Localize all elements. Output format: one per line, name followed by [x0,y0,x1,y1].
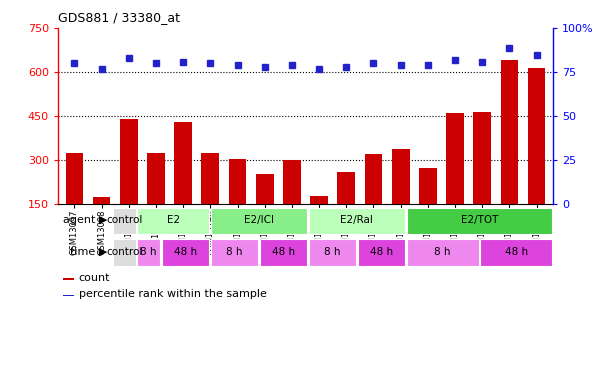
Bar [446,113,464,249]
Bar [337,172,355,249]
Bar [357,239,405,266]
Text: time ▶: time ▶ [70,247,108,257]
Bar [63,295,74,296]
Bar [256,174,274,249]
Bar [174,122,192,249]
Bar [137,208,209,234]
Text: 48 h: 48 h [370,247,393,257]
Bar [310,196,328,249]
Text: E2: E2 [167,215,180,225]
Bar [407,239,478,266]
Text: GDS881 / 33380_at: GDS881 / 33380_at [58,11,180,24]
Text: E2/ICI: E2/ICI [244,215,274,225]
Bar [211,208,307,234]
Text: E2/Ral: E2/Ral [340,215,373,225]
Text: percentile rank within the sample: percentile rank within the sample [79,290,267,299]
Bar [93,197,111,249]
Bar [407,208,552,234]
Bar [112,208,136,234]
Text: control: control [106,215,142,225]
Bar [365,154,382,249]
Bar [392,148,409,249]
Bar [202,153,219,249]
Text: 48 h: 48 h [174,247,197,257]
Bar [137,239,160,266]
Bar [500,60,518,249]
Bar [147,153,165,249]
Bar [480,239,552,266]
Bar [528,68,546,249]
Bar [309,239,356,266]
Text: 8 h: 8 h [141,247,157,257]
Bar [120,119,137,249]
Bar [63,279,74,280]
Bar [161,239,209,266]
Bar [309,208,405,234]
Bar [474,112,491,249]
Text: count: count [79,273,111,283]
Text: E2/TOT: E2/TOT [461,215,498,225]
Text: 8 h: 8 h [324,247,341,257]
Bar [419,168,437,249]
Bar [112,239,136,266]
Bar [65,153,83,249]
Text: 8 h: 8 h [226,247,243,257]
Bar [211,239,258,266]
Text: 48 h: 48 h [505,247,528,257]
Text: 8 h: 8 h [434,247,451,257]
Bar [283,160,301,249]
Text: control: control [106,247,142,257]
Bar [229,159,246,249]
Bar [260,239,307,266]
Text: 48 h: 48 h [272,247,295,257]
Text: agent ▶: agent ▶ [64,215,108,225]
